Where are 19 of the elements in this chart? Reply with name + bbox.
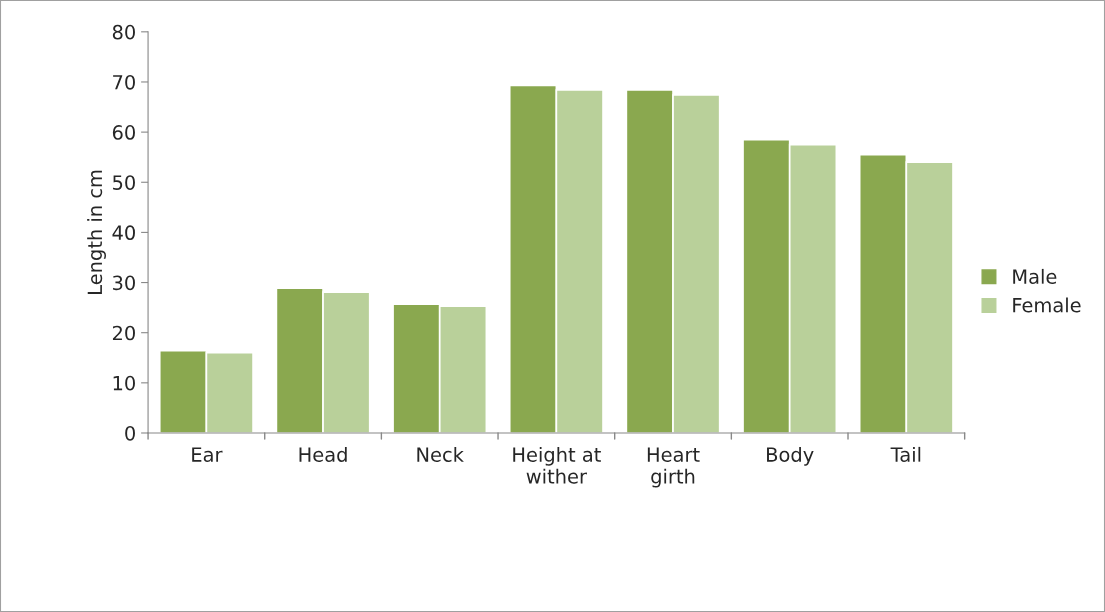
- x-tick-label: Ear: [192, 447, 223, 462]
- y-tick-label: 80: [112, 24, 135, 40]
- x-tick-label: Head: [299, 446, 347, 462]
- x-tick-label: Heart girth: [647, 447, 700, 488]
- x-tick-label: Tail: [890, 446, 921, 462]
- x-tick-label: Height at wither: [513, 446, 601, 484]
- y-tick-label: 0: [125, 425, 135, 441]
- y-tick-label: 30: [113, 275, 135, 291]
- y-tick-label: 70: [113, 74, 135, 90]
- y-axis-title: Length in cm: [87, 170, 106, 294]
- y-tick-label: 40: [112, 225, 135, 241]
- y-tick-label: 10: [113, 375, 135, 391]
- legend-label: Male: [1013, 268, 1057, 284]
- x-tick-label: Neck: [417, 446, 464, 462]
- y-tick-label: 20: [112, 325, 135, 341]
- x-tick-label: Body: [767, 446, 814, 466]
- y-tick-label: 50: [113, 175, 135, 190]
- legend-label: Female: [1013, 297, 1081, 313]
- y-tick-label: 60: [112, 125, 135, 140]
